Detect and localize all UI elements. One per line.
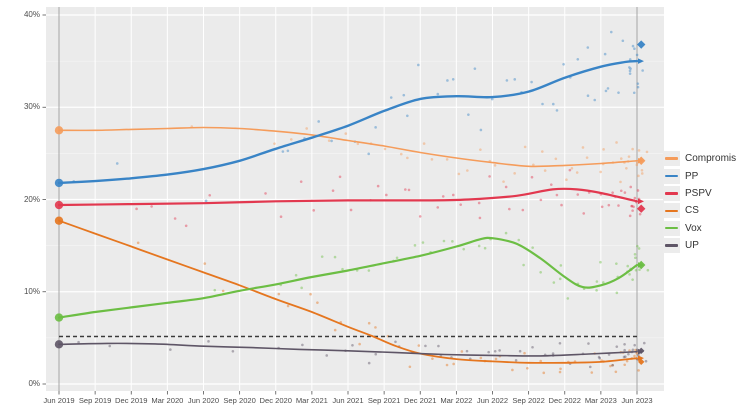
x-tick-label: Sep 2021 bbox=[367, 396, 401, 405]
legend-label: Compromis bbox=[685, 153, 737, 165]
legend-label: PSPV bbox=[685, 187, 712, 199]
legend-item-pp: PP bbox=[663, 167, 736, 184]
legend-line-pspv bbox=[665, 192, 678, 195]
x-tick-label: Jun 2022 bbox=[476, 396, 509, 405]
x-tick-label: Jun 2019 bbox=[43, 396, 75, 405]
x-tick-label: Mar 2020 bbox=[151, 396, 184, 405]
legend-line-cs bbox=[665, 209, 678, 213]
x-tick-label: Mar 2023 bbox=[584, 396, 617, 405]
legend-line-pp bbox=[665, 174, 678, 178]
y-tick-label: 20% bbox=[23, 194, 40, 204]
legend-key bbox=[663, 151, 680, 167]
x-tick-label: Dec 2020 bbox=[259, 396, 292, 405]
legend-label: UP bbox=[685, 240, 699, 252]
legend-key bbox=[663, 203, 680, 219]
x-tick-label: Jun 2021 bbox=[332, 396, 364, 405]
legend-key bbox=[663, 185, 680, 201]
legend-label: Vox bbox=[685, 222, 702, 234]
legend: Compromis PP PSPV CS Vox UP bbox=[663, 150, 736, 254]
x-tick-label: Mar 2022 bbox=[440, 396, 473, 405]
x-tick-label: Jun 2023 bbox=[621, 396, 653, 405]
x-tick-label: Sep 2022 bbox=[512, 396, 545, 405]
legend-key bbox=[663, 220, 680, 236]
x-tick-label: Mar 2021 bbox=[295, 396, 328, 405]
legend-line-up bbox=[665, 244, 678, 247]
y-tick-label: 40% bbox=[23, 10, 40, 19]
legend-item-pspv: PSPV bbox=[663, 185, 736, 202]
legend-item-compromis: Compromis bbox=[663, 150, 736, 167]
x-tick-label: Sep 2019 bbox=[78, 396, 112, 405]
legend-line-vox bbox=[665, 227, 678, 230]
x-tick-label: Dec 2022 bbox=[548, 396, 581, 405]
legend-item-cs: CS bbox=[663, 202, 736, 219]
legend-label: CS bbox=[685, 205, 699, 217]
legend-label: PP bbox=[685, 170, 699, 182]
legend-line-compromis bbox=[665, 157, 678, 160]
legend-key bbox=[663, 168, 680, 184]
x-tick-label: Sep 2020 bbox=[223, 396, 256, 405]
x-tick-label: Jun 2020 bbox=[187, 396, 220, 405]
legend-item-vox: Vox bbox=[663, 220, 736, 237]
y-tick-label: 30% bbox=[23, 102, 40, 112]
y-tick-label: 0% bbox=[28, 379, 40, 388]
x-tick-label: Dec 2021 bbox=[403, 396, 437, 405]
x-tick-label: Dec 2019 bbox=[114, 396, 148, 405]
legend-item-up: UP bbox=[663, 237, 736, 254]
legend-key bbox=[663, 238, 680, 254]
y-tick-label: 10% bbox=[23, 286, 40, 296]
